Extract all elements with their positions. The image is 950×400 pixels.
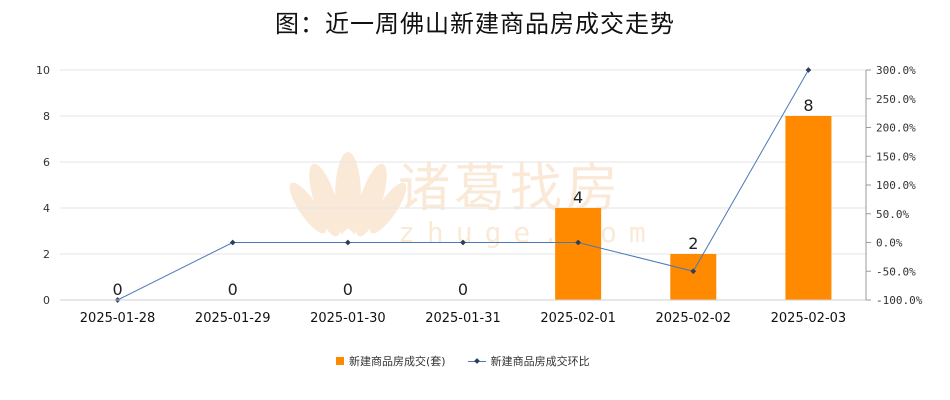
legend-bar-swatch-icon (336, 357, 344, 365)
bar-value-label: 2 (688, 234, 698, 253)
right-tick-label: 0.0% (876, 237, 903, 250)
line-point (690, 268, 697, 275)
watermark: 诸葛找房 zhuge.com (289, 152, 658, 249)
legend-item-line[interactable]: 新建商品房成交环比 (467, 353, 590, 369)
bar-value-label: 4 (573, 188, 583, 207)
x-tick-label: 2025-01-28 (80, 311, 156, 326)
x-tick-label: 2025-02-03 (771, 311, 847, 326)
watermark-domain-text: zhuge.com (398, 216, 658, 249)
right-tick-label: -50.0% (876, 265, 916, 278)
x-axis-ticks: 2025-01-28 2025-01-29 2025-01-30 2025-01-31… (80, 311, 846, 326)
line-point (229, 239, 236, 246)
right-tick-label: 100.0% (876, 179, 916, 192)
right-tick-label: 250.0% (876, 93, 916, 106)
legend: 新建商品房成交(套) 新建商品房成交环比 (336, 353, 590, 369)
bar-value-label: 0 (343, 280, 353, 299)
x-tick-label: 2025-02-01 (540, 311, 616, 326)
bar (555, 208, 602, 300)
grid-lines (60, 69, 866, 255)
bar-value-label: 0 (458, 280, 468, 299)
bar-series (555, 116, 832, 300)
legend-bar-label: 新建商品房成交(套) (349, 355, 446, 368)
left-tick-label: 8 (43, 110, 50, 123)
x-tick-label: 2025-01-30 (310, 311, 386, 326)
data-labels: 0 0 0 0 4 2 8 (112, 96, 813, 299)
line-point (460, 239, 466, 246)
watermark-logo-icon (289, 152, 407, 240)
left-tick-label: 2 (43, 248, 50, 261)
right-tick-label: 200.0% (876, 122, 916, 135)
line-point (575, 239, 581, 246)
x-tick-label: 2025-01-29 (195, 311, 271, 326)
left-tick-label: 10 (36, 64, 50, 77)
left-tick-label: 0 (43, 294, 50, 307)
right-tick-label: 150.0% (876, 150, 916, 163)
left-tick-label: 6 (43, 156, 50, 169)
legend-line-label: 新建商品房成交环比 (490, 355, 590, 368)
left-tick-label: 4 (43, 202, 50, 215)
right-tick-label: -100.0% (876, 294, 923, 307)
legend-item-bar[interactable]: 新建商品房成交(套) (336, 353, 446, 369)
right-axis-ticks: -100.0% -50.0% 0.0% 50.0% 100.0% 150.0% 200.0%… (866, 64, 923, 307)
right-tick-label: 300.0% (876, 64, 916, 77)
bar-value-label: 0 (112, 280, 122, 299)
bar (785, 116, 832, 300)
right-tick-label: 50.0% (876, 208, 909, 221)
bar-value-label: 8 (803, 96, 813, 115)
line-series (114, 67, 812, 303)
line-point (805, 67, 812, 73)
legend-line-swatch-icon (467, 357, 486, 365)
bar-value-label: 0 (228, 280, 238, 299)
x-tick-label: 2025-01-31 (425, 311, 501, 326)
bar (670, 254, 717, 300)
chart-title: 图：近一周佛山新建商品房成交走势 (275, 10, 675, 38)
line-point (345, 239, 351, 246)
x-tick-label: 2025-02-02 (656, 311, 732, 326)
left-axis-ticks: 0 2 4 6 8 10 (36, 64, 50, 307)
